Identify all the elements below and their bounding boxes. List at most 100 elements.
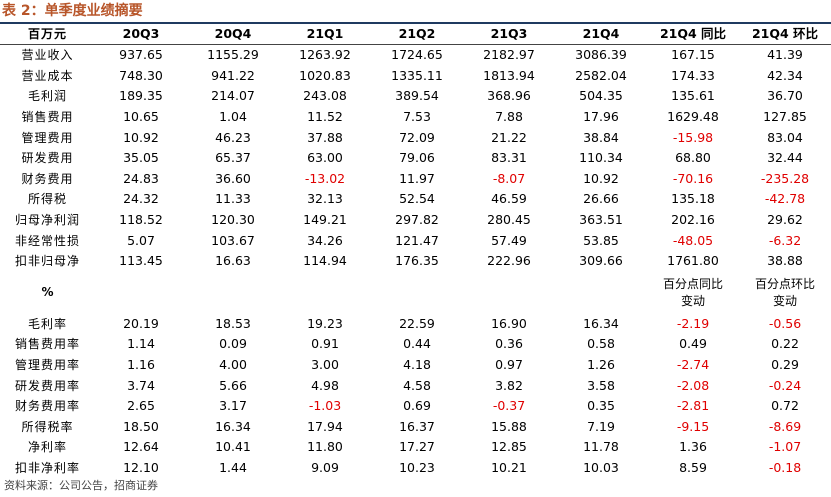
value-cell: 389.54 xyxy=(395,88,439,104)
value-cell: 135.61 xyxy=(671,88,715,104)
value-cell: -2.19 xyxy=(676,315,710,331)
value-cell: 202.16 xyxy=(671,212,715,228)
value-cell: 174.33 xyxy=(671,67,715,83)
value-cell: -0.56 xyxy=(768,315,802,331)
header-cell: 21Q4 同比 xyxy=(647,24,739,45)
value-cell: 941.22 xyxy=(211,67,255,83)
value-cell: -8.07 xyxy=(492,170,526,186)
value-cell: 19.23 xyxy=(307,315,343,331)
row-label: 扣非净利率 xyxy=(14,460,80,475)
value-cell: 18.50 xyxy=(123,418,159,434)
value-cell: -8.69 xyxy=(768,418,802,434)
value-cell: 114.94 xyxy=(303,253,347,269)
value-cell: 2582.04 xyxy=(575,67,627,83)
row-label: 财务费用率 xyxy=(14,399,80,414)
row-label: 非经常性损 xyxy=(14,233,80,248)
value-cell: 5.07 xyxy=(127,232,155,248)
value-cell: -15.98 xyxy=(672,129,714,145)
table-row: 财务费用率 2.65 3.17 -1.03 0.69 -0.37 0.35 -2.81 0.72 xyxy=(0,396,831,417)
value-cell: 38.88 xyxy=(767,253,803,269)
value-cell: 10.65 xyxy=(123,109,159,125)
table-row: 营业收入 937.65 1155.29 1263.92 1724.65 2182.97 30… xyxy=(0,45,831,66)
value-cell: 37.88 xyxy=(307,129,343,145)
value-cell: 103.67 xyxy=(211,232,255,248)
header-cell: 21Q4 xyxy=(555,24,647,45)
value-cell: 1.36 xyxy=(679,439,707,455)
source-note: 资料来源：公司公告，招商证券 xyxy=(4,479,158,493)
value-cell: 3.74 xyxy=(127,377,155,393)
header-cell: 20Q3 xyxy=(95,24,187,45)
value-cell: 504.35 xyxy=(579,88,623,104)
row-label: 研发费用率 xyxy=(14,378,80,393)
value-cell: 1724.65 xyxy=(391,47,443,63)
value-cell: 53.85 xyxy=(583,232,619,248)
value-cell: 2.65 xyxy=(127,398,155,414)
value-cell: 0.44 xyxy=(403,336,431,352)
value-cell: 42.34 xyxy=(767,67,803,83)
value-cell: 83.04 xyxy=(767,129,803,145)
value-cell: 17.94 xyxy=(307,418,343,434)
table-row: 管理费用 10.92 46.23 37.88 72.09 21.22 38.84 -15.98… xyxy=(0,127,831,148)
value-cell: 368.96 xyxy=(487,88,531,104)
value-cell: 4.18 xyxy=(403,357,431,373)
value-cell: 176.35 xyxy=(395,253,439,269)
row-label: 财务费用 xyxy=(21,171,74,186)
value-cell: 11.80 xyxy=(307,439,343,455)
value-cell: 79.06 xyxy=(399,150,435,166)
subheader-line: 百分点同比 xyxy=(662,276,723,291)
table-title: 表 2：单季度业绩摘要 xyxy=(0,0,831,24)
table-row: 财务费用 24.83 36.60 -13.02 11.97 -8.07 10.92 -70.1… xyxy=(0,169,831,190)
table-row: 营业成本 748.30 941.22 1020.83 1335.11 1813.94 258… xyxy=(0,66,831,87)
value-cell: 4.00 xyxy=(219,357,247,373)
value-cell: 36.70 xyxy=(767,88,803,104)
table-row: 所得税 24.32 11.33 32.13 52.54 46.59 26.66 135.18 -… xyxy=(0,189,831,210)
empty-cell xyxy=(279,272,371,314)
row-label: 营业收入 xyxy=(21,48,74,63)
value-cell: 46.23 xyxy=(215,129,251,145)
value-cell: 1.14 xyxy=(127,336,155,352)
value-cell: 16.63 xyxy=(215,253,251,269)
value-cell: -0.24 xyxy=(768,377,802,393)
value-cell: 12.85 xyxy=(491,439,527,455)
value-cell: 12.10 xyxy=(123,459,159,475)
row-label: 扣非归母净 xyxy=(14,254,80,269)
table-row: 归母净利润 118.52 120.30 149.21 297.82 280.45 363.5… xyxy=(0,210,831,231)
value-cell: 0.49 xyxy=(679,336,707,352)
value-cell: -0.18 xyxy=(768,459,802,475)
value-cell: 8.59 xyxy=(679,459,707,475)
value-cell: 1.26 xyxy=(587,357,615,373)
empty-cell xyxy=(95,272,187,314)
subheader-cell: 百分点环比 变动 xyxy=(739,272,831,314)
value-cell: 280.45 xyxy=(487,212,531,228)
value-cell: 0.09 xyxy=(219,336,247,352)
value-cell: 10.21 xyxy=(491,459,527,475)
value-cell: 0.22 xyxy=(771,336,799,352)
value-cell: 1.16 xyxy=(127,357,155,373)
value-cell: 118.52 xyxy=(119,212,163,228)
subheader-row: % 百分点同比 变动 百分点环比 变动 xyxy=(0,272,831,314)
row-label: 毛利润 xyxy=(27,89,67,104)
value-cell: 10.92 xyxy=(123,129,159,145)
value-cell: 121.47 xyxy=(395,232,439,248)
value-cell: 21.22 xyxy=(491,129,527,145)
value-cell: 10.23 xyxy=(399,459,435,475)
row-label: 归母净利润 xyxy=(14,213,80,228)
value-cell: 11.97 xyxy=(399,170,435,186)
table-row: 毛利润 189.35 214.07 243.08 389.54 368.96 504.35 1… xyxy=(0,86,831,107)
value-cell: 26.66 xyxy=(583,191,619,207)
header-cell: 21Q1 xyxy=(279,24,371,45)
value-cell: 3.82 xyxy=(495,377,523,393)
table-row: 扣非净利率 12.10 1.44 9.09 10.23 10.21 10.03 8.59 -0.… xyxy=(0,458,831,479)
value-cell: 18.53 xyxy=(215,315,251,331)
empty-cell xyxy=(371,272,463,314)
value-cell: 29.62 xyxy=(767,212,803,228)
value-cell: 1761.80 xyxy=(667,253,719,269)
header-cell: 21Q2 xyxy=(371,24,463,45)
value-cell: 32.44 xyxy=(767,150,803,166)
value-cell: 68.80 xyxy=(675,150,711,166)
value-cell: 4.58 xyxy=(403,377,431,393)
value-cell: -0.37 xyxy=(492,398,526,414)
value-cell: 110.34 xyxy=(579,150,623,166)
table-row: 管理费用率 1.16 4.00 3.00 4.18 0.97 1.26 -2.74 0.29 xyxy=(0,355,831,376)
